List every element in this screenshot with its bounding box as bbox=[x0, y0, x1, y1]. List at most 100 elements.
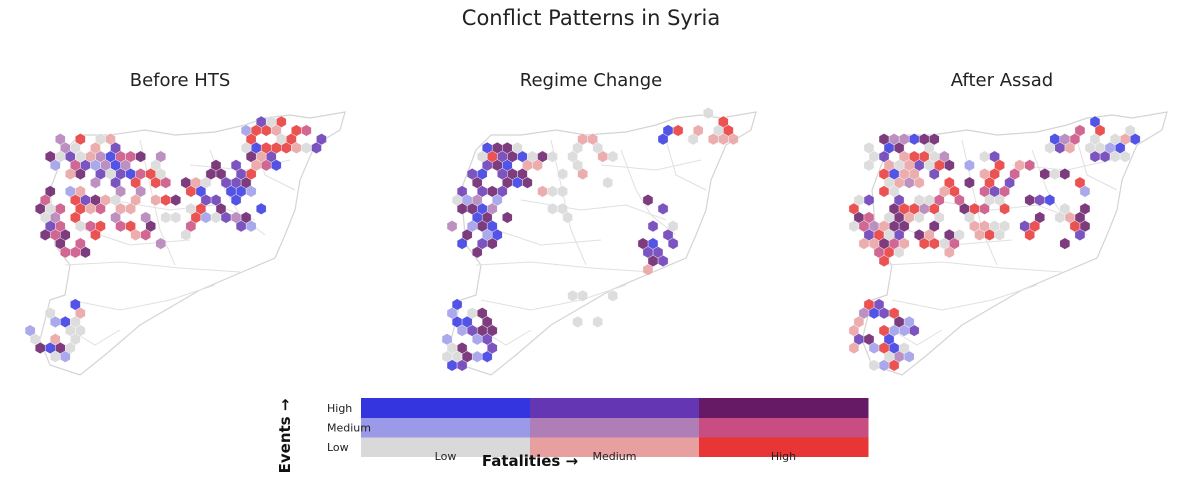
admin-border bbox=[64, 261, 241, 273]
hex-cell bbox=[250, 124, 262, 137]
legend-event-tick: High bbox=[327, 402, 352, 415]
hex-cell bbox=[271, 124, 282, 137]
hex-cell bbox=[1014, 159, 1025, 172]
legend-cell bbox=[361, 417, 531, 438]
hex-cell bbox=[50, 333, 61, 346]
hex-cell bbox=[1024, 194, 1035, 207]
hex-cell bbox=[979, 202, 990, 215]
panel-title-after-assad: After Assad bbox=[950, 70, 1054, 91]
hex-cell bbox=[642, 194, 654, 207]
hex-cell bbox=[888, 359, 900, 372]
legend-fatality-tick: Medium bbox=[593, 450, 637, 463]
hex-cell bbox=[487, 220, 498, 233]
hex-cell bbox=[1059, 237, 1071, 250]
hex-cell bbox=[477, 150, 488, 163]
hex-cell bbox=[703, 107, 714, 120]
bivariate-legend: Low Medium High Low Medium High Fatalities → Ev… bbox=[276, 398, 869, 473]
country-outline bbox=[861, 111, 1168, 376]
admin-border bbox=[139, 139, 176, 266]
hex-cell bbox=[929, 220, 940, 233]
hex-cell bbox=[954, 194, 965, 207]
hex-cell bbox=[512, 141, 523, 154]
hex-cell bbox=[1079, 185, 1091, 198]
hex-cell bbox=[989, 150, 1000, 163]
hex-cell bbox=[45, 185, 56, 198]
hex-cell bbox=[994, 228, 1005, 241]
hex-cell bbox=[1119, 150, 1131, 163]
hex-cell bbox=[301, 141, 312, 154]
map-panel-before-hts bbox=[24, 111, 346, 376]
hex-cell bbox=[195, 185, 207, 198]
hex-cell bbox=[65, 324, 76, 337]
hex-cell bbox=[135, 150, 146, 163]
hex-cell bbox=[271, 159, 282, 172]
hex-cell bbox=[461, 315, 473, 328]
hex-cell bbox=[1049, 167, 1061, 181]
hex-cell bbox=[853, 194, 865, 207]
hex-cell bbox=[492, 194, 503, 207]
hex-cell bbox=[90, 176, 101, 189]
hex-cell bbox=[934, 194, 945, 207]
hex-cell bbox=[40, 211, 51, 224]
hex-cell bbox=[572, 159, 583, 172]
hex-cell bbox=[230, 194, 242, 207]
legend-event-tick: Medium bbox=[327, 422, 371, 435]
hex-cell bbox=[456, 359, 468, 372]
hex-cell bbox=[693, 124, 704, 137]
hex-cell bbox=[110, 141, 121, 154]
hex-cell bbox=[848, 341, 860, 355]
hex-cell bbox=[567, 289, 578, 302]
admin-border bbox=[886, 261, 1063, 273]
hex-cell bbox=[607, 289, 618, 302]
legend-cell bbox=[361, 398, 531, 418]
hex-cell bbox=[557, 167, 568, 181]
hex-cell bbox=[898, 220, 910, 233]
hex-cell bbox=[873, 228, 885, 241]
hex-cell bbox=[708, 133, 719, 146]
hex-cell bbox=[562, 211, 573, 224]
hex-cell bbox=[878, 324, 890, 337]
hex-cell bbox=[215, 202, 227, 215]
hex-cell bbox=[919, 133, 930, 146]
hex-cell bbox=[868, 359, 880, 372]
hex-cell bbox=[607, 150, 618, 163]
hex-cell bbox=[964, 176, 975, 189]
hex-cell bbox=[50, 350, 61, 363]
hex-cell bbox=[1084, 141, 1096, 154]
hex-cell bbox=[155, 237, 167, 250]
admin-border bbox=[620, 149, 677, 236]
hex-cell bbox=[718, 115, 729, 128]
hex-cell bbox=[40, 228, 51, 241]
hex-cell bbox=[1029, 220, 1041, 233]
hex-cell bbox=[261, 141, 272, 154]
hex-cell bbox=[979, 150, 990, 163]
legend-cell bbox=[361, 437, 531, 457]
hex-cell bbox=[1024, 159, 1035, 172]
hex-cell bbox=[100, 194, 111, 207]
hex-cell bbox=[672, 124, 684, 137]
hex-cell bbox=[115, 185, 126, 198]
hex-cell bbox=[989, 185, 1000, 198]
panel-title-regime-change: Regime Change bbox=[519, 70, 663, 91]
hex-cell bbox=[1079, 202, 1091, 215]
legend-cell bbox=[530, 417, 700, 438]
admin-border bbox=[475, 261, 652, 273]
legend-event-tick: Low bbox=[327, 441, 349, 454]
admin-border bbox=[1076, 139, 1118, 191]
hex-cell bbox=[130, 194, 141, 207]
hex-cell bbox=[868, 307, 880, 320]
hex-cell bbox=[557, 185, 568, 198]
hex-cell bbox=[944, 246, 955, 259]
panel-title-before-hts: Before HTS bbox=[129, 70, 231, 91]
hex-cell bbox=[45, 307, 56, 320]
hex-cell bbox=[90, 141, 101, 154]
admin-border bbox=[480, 284, 627, 311]
hex-cell bbox=[1129, 133, 1141, 146]
hex-cell bbox=[291, 141, 302, 154]
hex-cell bbox=[893, 141, 905, 154]
hex-cell bbox=[240, 211, 252, 224]
legend-cell bbox=[699, 417, 869, 438]
hex-cell bbox=[572, 315, 583, 328]
hex-cell bbox=[250, 159, 262, 172]
hex-cell bbox=[903, 350, 915, 363]
